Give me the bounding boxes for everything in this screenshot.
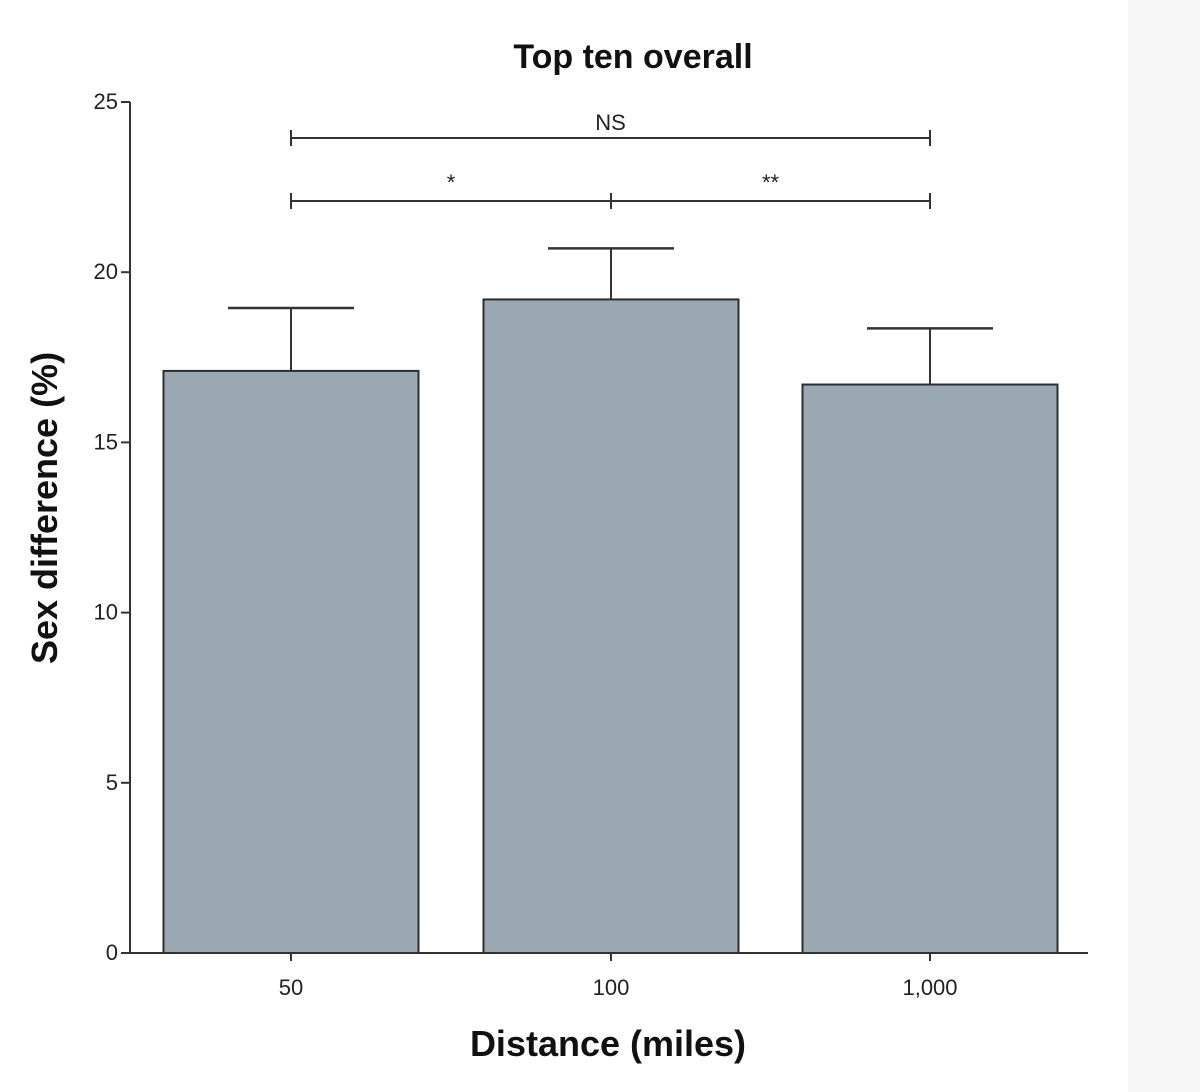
bar-chart: Top ten overall Sex difference (%) Dista… — [24, 38, 1088, 1064]
x-axis-label: Distance (miles) — [470, 1023, 746, 1064]
y-axis-label: Sex difference (%) — [24, 352, 65, 664]
page-margin-strip — [1128, 0, 1200, 1092]
axes-layer: 50 100 1,000 0 5 10 15 20 25 — [94, 89, 1088, 1000]
y-tick-label: 10 — [94, 600, 118, 625]
significance-layer: NS* ** — [290, 110, 931, 209]
bars-layer — [162, 298, 1059, 955]
bar-3 — [801, 383, 1059, 955]
y-tick-label: 20 — [94, 259, 118, 284]
chart-title: Top ten overall — [513, 38, 752, 76]
x-tick-label: 1,000 — [902, 975, 957, 1000]
y-tick-label: 25 — [94, 89, 118, 114]
bar-1 — [162, 369, 420, 954]
y-tick-label: 5 — [106, 770, 118, 795]
x-tick-label: 100 — [593, 975, 630, 1000]
significance-label-2: * — [447, 170, 456, 195]
bar-2 — [482, 298, 740, 954]
error-bars-layer — [228, 247, 993, 385]
y-tick-label: 15 — [94, 429, 118, 454]
y-tick-label: 0 — [106, 940, 118, 965]
x-tick-label: 50 — [279, 975, 303, 1000]
significance-label-1: NS — [595, 110, 626, 135]
significance-label-3: ** — [762, 170, 780, 195]
